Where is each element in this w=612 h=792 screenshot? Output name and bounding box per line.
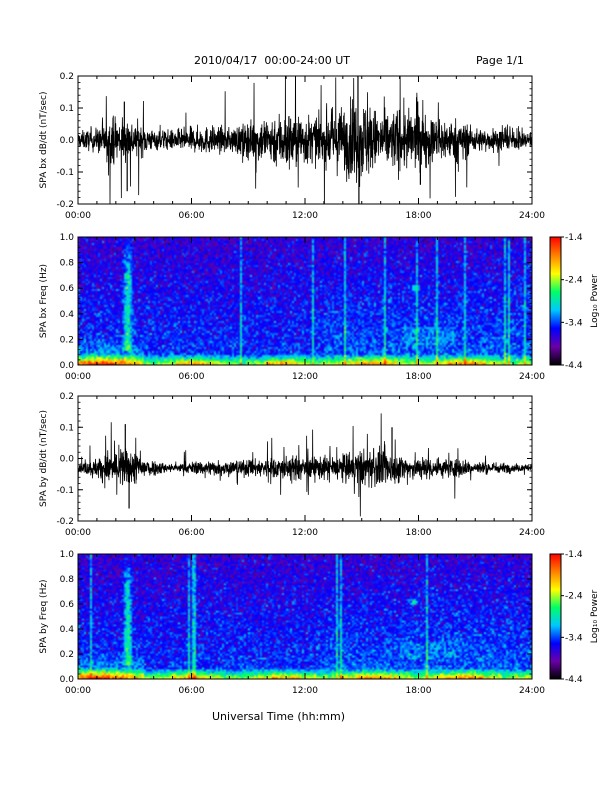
y-tick-label: 0.8 <box>60 259 75 269</box>
colorbar-tick-label: -2.4 <box>565 276 583 286</box>
spectrogram-image <box>78 237 532 365</box>
data-trace <box>78 76 532 204</box>
x-tick-label: 24:00 <box>519 211 545 221</box>
timeseries-panel-0: -0.2 -0.1 0.0 0.1 0.2 SPA bx dB/dt (nT/sec) 00… <box>39 72 545 221</box>
y-tick-label: 0.4 <box>60 310 75 320</box>
y-axis-label: SPA bx Freq (Hz) <box>39 264 49 338</box>
y-tick-label: 1.0 <box>60 233 75 243</box>
y-tick-label: 0.8 <box>60 575 75 585</box>
spectrogram-panel-1: 0.0 0.2 0.4 0.6 0.8 1.0 SPA bx Freq (Hz) 00:00 0… <box>39 233 600 382</box>
x-tick-label: 00:00 <box>65 211 91 221</box>
y-axis-label: SPA bx dB/dt (nT/sec) <box>39 92 49 189</box>
y-tick-label: 0.0 <box>60 455 75 465</box>
colorbar-label: Log₁₀ Power <box>590 590 600 644</box>
x-tick-label: 12:00 <box>292 686 318 696</box>
colorbar-tick-label: -2.4 <box>565 592 583 602</box>
x-tick-label: 00:00 <box>65 372 91 382</box>
colorbar-tick-label: -4.4 <box>565 361 583 371</box>
x-tick-label: 18:00 <box>406 372 432 382</box>
plot-frame <box>77 395 533 522</box>
x-tick-label: 24:00 <box>519 686 545 696</box>
x-tick-label: 00:00 <box>65 686 91 696</box>
x-tick-label: 18:00 <box>406 211 432 221</box>
y-tick-label: 0.2 <box>60 392 74 402</box>
colorbar <box>549 553 562 680</box>
y-tick-label: 0.2 <box>60 650 74 660</box>
colorbar-tick-label: -1.4 <box>565 233 583 243</box>
x-tick-label: 12:00 <box>292 528 318 538</box>
spectrogram-panel-3: 0.0 0.2 0.4 0.6 0.8 1.0 SPA by Freq (Hz) 00:00 0… <box>39 550 600 696</box>
y-tick-label: 0.0 <box>60 136 75 146</box>
y-tick-label: -0.1 <box>56 486 74 496</box>
colorbar-label: Log₁₀ Power <box>590 274 600 328</box>
y-tick-label: 0.2 <box>60 72 74 82</box>
x-axis-title: Universal Time (hh:mm) <box>212 710 345 723</box>
y-tick-label: 0.0 <box>60 675 75 685</box>
y-tick-label: -0.2 <box>56 200 74 210</box>
x-tick-label: 06:00 <box>179 211 205 221</box>
data-trace <box>78 413 532 517</box>
page-number: Page 1/1 <box>476 54 524 67</box>
y-axis-label: SPA by dB/dt (nT/sec) <box>39 410 49 507</box>
timeseries-panel-2: -0.2 -0.1 0.0 0.1 0.2 SPA by dB/dt (nT/sec) 00… <box>39 392 545 538</box>
x-tick-label: 06:00 <box>179 372 205 382</box>
y-tick-label: 0.6 <box>60 600 75 610</box>
spectrogram-image <box>78 554 532 679</box>
x-tick-label: 24:00 <box>519 528 545 538</box>
colorbar-tick-label: -3.4 <box>565 318 583 328</box>
colorbar-tick-label: -1.4 <box>565 550 583 560</box>
y-tick-label: -0.1 <box>56 168 74 178</box>
y-tick-label: 1.0 <box>60 550 75 560</box>
colorbar-tick-label: -4.4 <box>565 675 583 685</box>
plot-title: 2010/04/17 00:00-24:00 UT <box>194 54 351 67</box>
colorbar-tick-label: -3.4 <box>565 633 583 643</box>
y-tick-label: 0.4 <box>60 625 75 635</box>
colorbar <box>549 236 562 366</box>
x-tick-label: 12:00 <box>292 211 318 221</box>
y-tick-label: 0.2 <box>60 335 74 345</box>
y-tick-label: 0.1 <box>60 104 74 114</box>
x-tick-label: 24:00 <box>519 372 545 382</box>
x-tick-label: 18:00 <box>406 528 432 538</box>
y-axis-label: SPA by Freq (Hz) <box>39 579 49 653</box>
x-tick-label: 18:00 <box>406 686 432 696</box>
x-tick-label: 06:00 <box>179 686 205 696</box>
x-tick-label: 12:00 <box>292 372 318 382</box>
y-tick-label: 0.1 <box>60 423 74 433</box>
y-tick-label: 0.0 <box>60 361 75 371</box>
y-tick-label: 0.6 <box>60 284 75 294</box>
x-tick-label: 06:00 <box>179 528 205 538</box>
x-tick-label: 00:00 <box>65 528 91 538</box>
y-tick-label: -0.2 <box>56 517 74 527</box>
